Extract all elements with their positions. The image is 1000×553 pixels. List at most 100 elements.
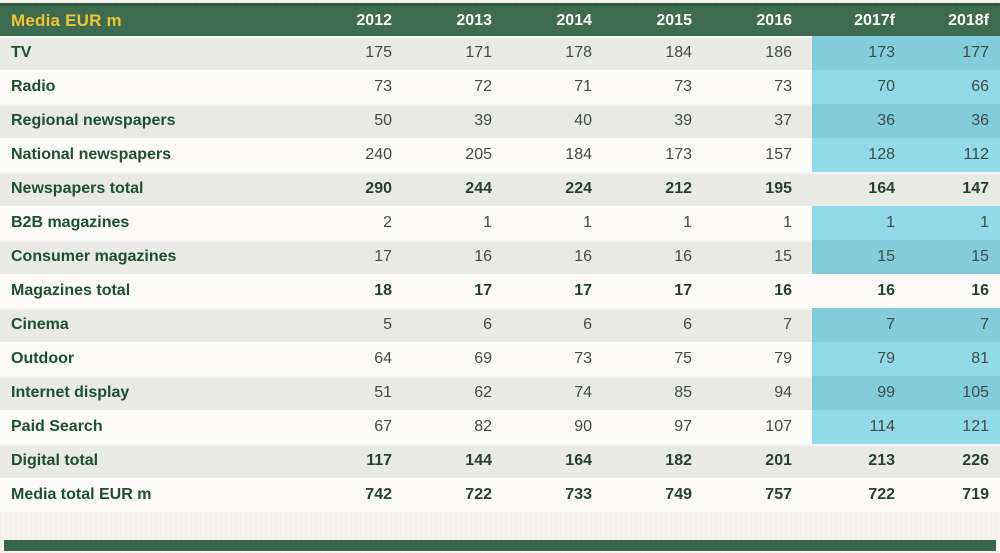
forecast-value-cell: 16	[971, 282, 989, 299]
column-header-2015: 2015	[656, 12, 692, 29]
value-cell: 6	[583, 316, 592, 333]
table-header-row: Media EUR m 2012 2013 2014 2015 2016 201…	[0, 3, 1000, 36]
forecast-value-cell: 99	[812, 376, 906, 410]
value-cell: 195	[765, 180, 792, 197]
forecast-value-cell: 7	[906, 308, 1000, 342]
value-cell: 64	[374, 350, 392, 367]
table-row: Paid Search 67 82 90 97 107 114 121	[0, 410, 1000, 444]
row-label: Newspapers total	[11, 180, 144, 197]
value-cell: 157	[765, 146, 792, 163]
value-cell: 290	[365, 180, 392, 197]
value-cell: 16	[774, 282, 792, 299]
value-cell: 69	[474, 350, 492, 367]
forecast-value-cell: 121	[906, 410, 1000, 444]
value-cell: 171	[465, 44, 492, 61]
value-cell: 1	[683, 214, 692, 231]
forecast-value-cell: 719	[962, 486, 989, 503]
value-cell: 7	[783, 316, 792, 333]
value-cell: 184	[665, 44, 692, 61]
row-label: Magazines total	[11, 282, 131, 299]
forecast-value-cell: 147	[962, 180, 989, 197]
value-cell: 16	[674, 248, 692, 265]
forecast-value-cell: 128	[812, 138, 906, 172]
forecast-value-cell: 79	[812, 342, 906, 376]
value-cell: 722	[465, 486, 492, 503]
value-cell: 62	[474, 384, 492, 401]
forecast-value-cell: 70	[812, 70, 906, 104]
forecast-value-cell: 226	[962, 452, 989, 469]
column-header-2018f: 2018f	[948, 12, 989, 29]
value-cell: 144	[465, 452, 492, 469]
row-label: Outdoor	[11, 350, 75, 367]
value-cell: 1	[483, 214, 492, 231]
table-total-row: Magazines total 18 17 17 17 16 16 16	[0, 274, 1000, 308]
forecast-value-cell: 112	[906, 138, 1000, 172]
value-cell: 82	[474, 418, 492, 435]
value-cell: 117	[366, 452, 392, 469]
value-cell: 2	[383, 214, 392, 231]
value-cell: 39	[474, 112, 492, 129]
table-total-row: Media total EUR m 742 722 733 749 757 722 719	[0, 478, 1000, 512]
value-cell: 75	[674, 350, 692, 367]
value-cell: 757	[765, 486, 792, 503]
value-cell: 244	[465, 180, 492, 197]
value-cell: 40	[574, 112, 592, 129]
row-label: Paid Search	[11, 418, 103, 435]
value-cell: 201	[765, 452, 792, 469]
table-row: Outdoor 64 69 73 75 79 79 81	[0, 342, 1000, 376]
column-header-2012: 2012	[356, 12, 392, 29]
value-cell: 85	[674, 384, 692, 401]
row-label: National newspapers	[11, 146, 172, 163]
table-row: TV 175 171 178 184 186 173 177	[0, 36, 1000, 70]
value-cell: 742	[365, 486, 392, 503]
table-row: Regional newspapers 50 39 40 39 37 36 36	[0, 104, 1000, 138]
value-cell: 73	[674, 78, 692, 95]
value-cell: 749	[665, 486, 692, 503]
row-label: Consumer magazines	[11, 248, 177, 265]
value-cell: 39	[674, 112, 692, 129]
forecast-value-cell: 164	[868, 180, 895, 197]
forecast-value-cell: 114	[812, 410, 906, 444]
forecast-value-cell: 16	[877, 282, 895, 299]
bottom-margin	[0, 512, 1000, 540]
table-row: Consumer magazines 17 16 16 16 15 15 15	[0, 240, 1000, 274]
forecast-value-cell: 15	[906, 240, 1000, 274]
column-header-2013: 2013	[456, 12, 492, 29]
forecast-value-cell: 105	[906, 376, 1000, 410]
value-cell: 733	[565, 486, 592, 503]
value-cell: 17	[674, 282, 692, 299]
value-cell: 164	[565, 452, 592, 469]
value-cell: 50	[374, 112, 392, 129]
forecast-value-cell: 7	[812, 308, 906, 342]
forecast-value-cell: 213	[868, 452, 895, 469]
forecast-value-cell: 36	[812, 104, 906, 138]
value-cell: 73	[774, 78, 792, 95]
table-row: National newspapers 240 205 184 173 157 128 112	[0, 138, 1000, 172]
value-cell: 240	[365, 146, 392, 163]
value-cell: 16	[474, 248, 492, 265]
value-cell: 17	[474, 282, 492, 299]
column-header-2016: 2016	[756, 12, 792, 29]
value-cell: 51	[374, 384, 392, 401]
value-cell: 1	[583, 214, 592, 231]
forecast-value-cell: 81	[906, 342, 1000, 376]
value-cell: 182	[665, 452, 692, 469]
value-cell: 205	[465, 146, 492, 163]
forecast-value-cell: 1	[812, 206, 906, 240]
value-cell: 1	[783, 214, 792, 231]
table-row: B2B magazines 2 1 1 1 1 1 1	[0, 206, 1000, 240]
forecast-value-cell: 177	[906, 36, 1000, 70]
bottom-accent-bar	[4, 540, 996, 551]
row-label: Regional newspapers	[11, 112, 176, 129]
table-total-row: Newspapers total 290 244 224 212 195 164 147	[0, 172, 1000, 206]
value-cell: 186	[765, 44, 792, 61]
value-cell: 71	[574, 78, 592, 95]
value-cell: 73	[374, 78, 392, 95]
table-row: Cinema 5 6 6 6 7 7 7	[0, 308, 1000, 342]
value-cell: 15	[774, 248, 792, 265]
row-label: TV	[11, 44, 32, 61]
value-cell: 79	[774, 350, 792, 367]
row-label: B2B magazines	[11, 214, 130, 231]
row-label: Internet display	[11, 384, 130, 401]
